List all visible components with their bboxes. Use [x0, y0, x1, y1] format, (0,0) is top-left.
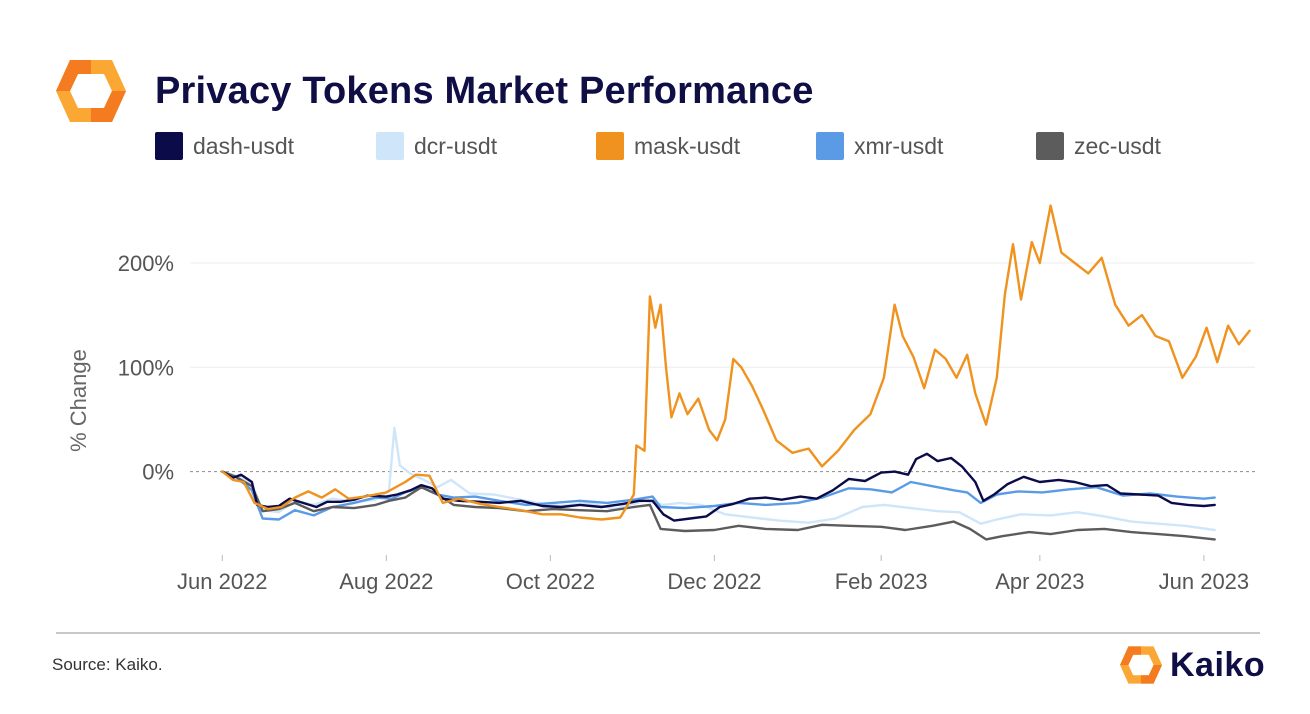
x-tick-label: Feb 2023 — [835, 569, 928, 594]
legend-item-zec: zec-usdt — [1036, 129, 1161, 163]
legend-swatch — [816, 132, 844, 160]
x-tick-label: Jun 2023 — [1159, 569, 1250, 594]
legend-swatch — [155, 132, 183, 160]
chart-title: Privacy Tokens Market Performance — [155, 70, 814, 112]
series-line-mask-usdt — [221, 204, 1251, 521]
kaiko-logo-icon — [56, 60, 126, 122]
legend-swatch — [596, 132, 624, 160]
series-line-zec-usdt — [221, 470, 1216, 541]
chart-area: 0% 100% 200% Jun 2022 Aug 2022 Oct 2022 Dec 20… — [0, 170, 1310, 610]
y-axis-label: % Change — [66, 349, 91, 452]
y-tick-label: 100% — [118, 355, 174, 380]
brand-name: Kaiko — [1170, 645, 1266, 684]
x-tick-label: Jun 2022 — [177, 569, 268, 594]
series-line-dash-usdt — [221, 452, 1216, 522]
series-line-xmr-usdt — [221, 470, 1216, 521]
legend-swatch — [376, 132, 404, 160]
kaiko-brand: Kaiko — [1120, 643, 1265, 687]
legend-item-mask: mask-usdt — [596, 129, 740, 163]
footer-divider — [56, 632, 1260, 634]
legend-label: zec-usdt — [1074, 132, 1161, 159]
x-tick-label: Oct 2022 — [506, 569, 595, 594]
x-tick-label: Dec 2022 — [667, 569, 761, 594]
x-tick-label: Apr 2023 — [995, 569, 1084, 594]
chart-legend: dash-usdt dcr-usdt mask-usdt xmr-usdt ze… — [155, 129, 1255, 163]
kaiko-brand-icon — [1120, 646, 1162, 684]
legend-label: xmr-usdt — [854, 132, 944, 159]
y-tick-label: 0% — [142, 460, 174, 485]
y-tick-label: 200% — [118, 251, 174, 276]
x-tick-label: Aug 2022 — [339, 569, 433, 594]
legend-label: mask-usdt — [634, 132, 741, 159]
legend-item-dcr: dcr-usdt — [376, 129, 497, 163]
legend-label: dcr-usdt — [414, 132, 498, 159]
series-line-dcr-usdt — [221, 426, 1216, 532]
legend-item-xmr: xmr-usdt — [816, 129, 943, 163]
source-note: Source: Kaiko. — [52, 655, 163, 674]
legend-swatch — [1036, 132, 1064, 160]
legend-item-dash: dash-usdt — [155, 129, 294, 163]
legend-label: dash-usdt — [193, 132, 295, 159]
line-chart: 0% 100% 200% Jun 2022 Aug 2022 Oct 2022 Dec 20… — [66, 204, 1255, 594]
